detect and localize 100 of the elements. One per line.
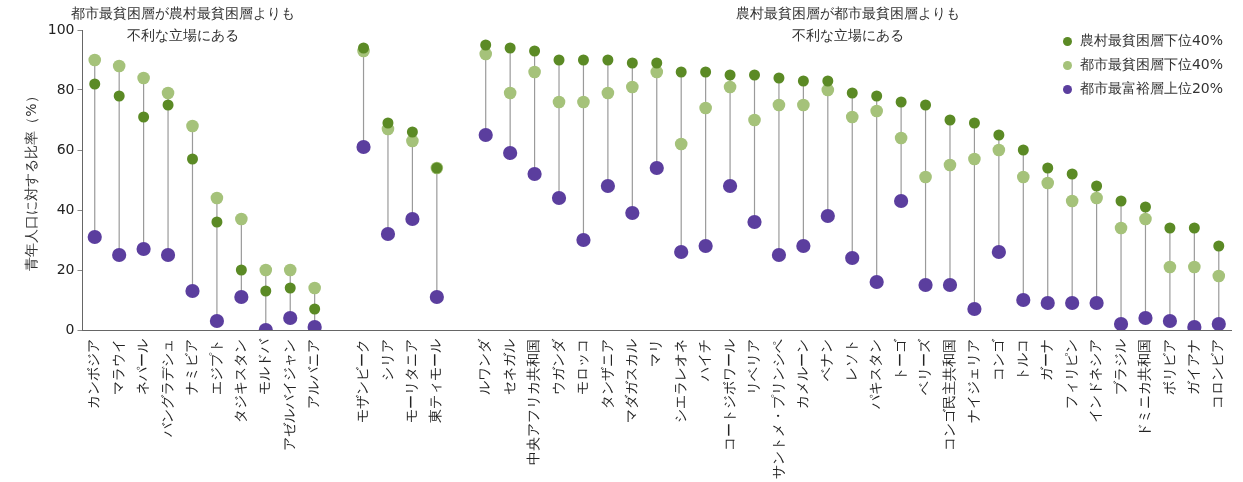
point	[138, 111, 150, 123]
x-tick-label: ガーナ	[1038, 339, 1055, 381]
point	[796, 238, 811, 254]
point	[968, 152, 981, 166]
x-tick-label: マリ	[647, 339, 664, 367]
x-tick-label: パキスタン	[867, 339, 884, 410]
point	[894, 193, 909, 209]
point	[1041, 176, 1055, 190]
point	[234, 289, 249, 305]
point	[137, 71, 150, 85]
point	[772, 98, 786, 112]
point	[87, 229, 102, 245]
point	[700, 66, 712, 78]
point	[602, 54, 614, 66]
point	[675, 66, 687, 78]
x-tick-label: ガイアナ	[1184, 339, 1201, 395]
point	[674, 137, 688, 151]
point	[406, 134, 419, 148]
point	[918, 277, 933, 293]
x-tick-label: マラウイ	[109, 339, 126, 395]
point	[1115, 195, 1127, 207]
x-tick-label: エジプト	[207, 339, 224, 395]
point	[797, 75, 809, 87]
point	[185, 283, 200, 299]
x-tick-label: バングラデシュ	[158, 339, 175, 438]
point	[1066, 168, 1078, 180]
x-tick-label: モザンビーク	[354, 339, 371, 423]
point	[943, 158, 957, 172]
x-tick-label: ネパール	[134, 339, 151, 395]
legend-label: 都市最貧困層下位40%	[1079, 56, 1223, 74]
point	[894, 131, 908, 145]
point	[820, 208, 835, 224]
point	[260, 285, 272, 297]
point	[209, 313, 225, 329]
point	[211, 216, 223, 228]
y-tick-label: 80	[56, 80, 75, 97]
point	[1188, 222, 1200, 234]
point	[1139, 212, 1152, 226]
point	[1114, 221, 1128, 235]
point	[1042, 162, 1054, 174]
point	[1211, 316, 1226, 330]
point	[406, 126, 418, 138]
point	[527, 166, 542, 182]
point	[1016, 292, 1031, 308]
annotation: 農村最貧困層が都市最貧困層よりも不利な立場にある	[735, 4, 960, 43]
point	[942, 277, 958, 293]
point	[1213, 240, 1225, 252]
point	[235, 212, 248, 226]
x-tick-label: シリア	[378, 339, 395, 381]
point	[797, 98, 810, 112]
point	[186, 119, 199, 133]
x-tick-label: 中央アフリカ共和国	[525, 339, 542, 465]
point	[747, 214, 762, 230]
x-tick-label: ルワンダ	[476, 338, 493, 395]
x-tick-label: リベリア	[745, 339, 762, 395]
point	[210, 191, 224, 205]
point	[577, 95, 590, 109]
x-tick-label: ベナン	[818, 339, 835, 381]
point	[136, 241, 151, 257]
point	[920, 99, 932, 111]
point	[113, 90, 125, 102]
x-tick-label: モロッコ	[574, 339, 591, 395]
point	[161, 86, 175, 100]
point	[600, 178, 615, 194]
point	[771, 247, 787, 263]
x-tick-label: ハイチ	[696, 339, 713, 382]
x-tick-label: シエラレオネ	[671, 339, 688, 423]
point	[919, 170, 932, 184]
point	[478, 127, 493, 143]
x-tick-label: 東ティモール	[427, 339, 444, 423]
x-tick-label: トーゴ	[891, 338, 908, 381]
point	[870, 104, 883, 118]
point	[1139, 201, 1151, 213]
x-tick-label: タンザニア	[598, 339, 615, 409]
y-tick-label: 0	[65, 320, 75, 337]
point	[504, 42, 516, 54]
y-tick-label: 40	[56, 200, 75, 217]
point	[283, 263, 297, 277]
point	[991, 244, 1006, 260]
x-tick-label: ナイジェリア	[965, 339, 982, 423]
point	[845, 110, 859, 124]
point	[1163, 260, 1177, 274]
point	[112, 247, 127, 263]
point	[1090, 191, 1103, 205]
x-tick-label: カンボジア	[85, 339, 102, 409]
point	[724, 69, 736, 81]
point	[309, 303, 321, 315]
point	[529, 45, 541, 57]
point	[380, 226, 396, 242]
x-tick-label: サントメ・プリンシペ	[769, 339, 786, 479]
y-axis-title: 青年人口に対する比率（%）	[23, 89, 40, 271]
x-tick-label: レソト	[842, 339, 859, 381]
point	[1113, 316, 1129, 330]
point	[259, 263, 273, 277]
point	[576, 232, 591, 248]
point	[429, 289, 444, 305]
point	[528, 65, 541, 79]
point	[674, 244, 689, 260]
x-tick-label: ナミビア	[183, 339, 200, 395]
point	[1188, 260, 1201, 274]
